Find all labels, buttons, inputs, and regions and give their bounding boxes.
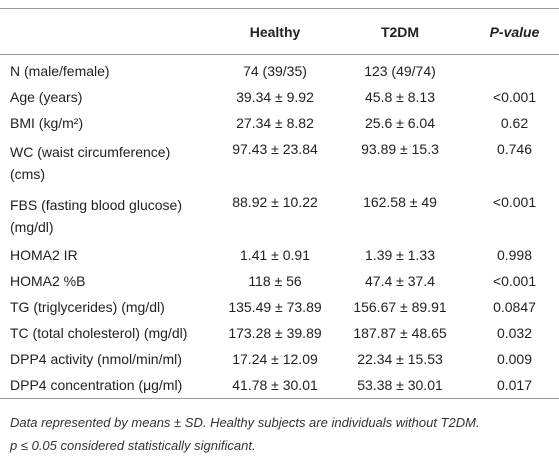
label-line: DPP4 activity (nmol/min/ml)	[10, 351, 182, 367]
column-header	[0, 9, 220, 55]
row-label: BMI (kg/m²)	[0, 110, 220, 136]
label-line: DPP4 concentration (μg/ml)	[10, 377, 183, 393]
note-line: Data represented by means ± SD. Healthy …	[10, 415, 480, 430]
table-cell: 97.43 ± 23.84	[232, 141, 318, 157]
label-line: HOMA2 IR	[10, 247, 78, 263]
label-line: HOMA2 %B	[10, 273, 86, 289]
label-line: N (male/female)	[10, 63, 110, 79]
table-cell: 0.017	[496, 377, 533, 393]
table-row: HOMA2 IR 1.41 ± 0.91 1.39 ± 1.33 0.998	[0, 242, 559, 268]
table-cell: 25.6 ± 6.04	[365, 115, 435, 131]
table-cell: 156.67 ± 89.91	[353, 299, 447, 315]
table-cell: 1.39 ± 1.33	[365, 247, 435, 263]
table-row: N (male/female) 74 (39/35) 123 (49/74)	[0, 55, 559, 85]
table-row: WC (waist circumference) (cms) 97.43 ± 23.…	[0, 136, 559, 189]
row-label: WC (waist circumference) (cms)	[0, 136, 220, 189]
label-line: (cms)	[10, 166, 45, 182]
footnote: Data represented by means ± SD. Healthy …	[0, 399, 559, 457]
table-cell: 0.009	[496, 351, 533, 367]
table-cell: 88.92 ± 10.22	[232, 194, 318, 210]
column-header: T2DM	[380, 23, 420, 40]
note-line: p ≤ 0.05 considered statistically signif…	[10, 438, 256, 453]
row-label: HOMA2 %B	[0, 268, 220, 294]
label-line: Age (years)	[10, 89, 83, 105]
table-cell: 135.49 ± 73.89	[228, 299, 322, 315]
table-cell: 118 ± 56	[248, 273, 302, 289]
table-row: TC (total cholesterol) (mg/dl) 173.28 ± 3…	[0, 320, 559, 346]
table-cell: <0.001	[492, 194, 537, 210]
row-label: FBS (fasting blood glucose) (mg/dl)	[0, 189, 220, 242]
table-cell: 22.34 ± 15.53	[357, 351, 443, 367]
table-row: DPP4 activity (nmol/min/ml) 17.24 ± 12.09…	[0, 346, 559, 372]
table-cell: 93.89 ± 15.3	[361, 141, 439, 157]
label-line: WC (waist circumference)	[10, 144, 171, 160]
row-label: DPP4 activity (nmol/min/ml)	[0, 346, 220, 372]
column-header: Healthy	[249, 23, 301, 40]
table-row: BMI (kg/m²) 27.34 ± 8.82 25.6 ± 6.04 0.62	[0, 110, 559, 136]
row-label: Age (years)	[0, 84, 220, 110]
table-cell: 47.4 ± 37.4	[365, 273, 435, 289]
column-header: P-value	[489, 23, 540, 40]
table-row: HOMA2 %B 118 ± 56 47.4 ± 37.4 <0.001	[0, 268, 559, 294]
label-line: (mg/dl)	[10, 219, 54, 235]
label-line: FBS (fasting blood glucose)	[10, 197, 182, 213]
table-cell: 173.28 ± 39.89	[228, 325, 322, 341]
table-cell: 0.998	[496, 247, 533, 263]
table-cell	[470, 55, 559, 85]
table-cell: 0.746	[496, 141, 533, 157]
table-cell: 45.8 ± 8.13	[365, 89, 435, 105]
table-cell: 123 (49/74)	[364, 63, 436, 79]
page: {"table": { "header": ["", "Healthy", "T…	[0, 8, 559, 453]
table-cell: <0.001	[492, 273, 537, 289]
table-cell: 0.0847	[493, 299, 536, 315]
table-row: DPP4 concentration (μg/ml) 41.78 ± 30.01 5…	[0, 372, 559, 399]
row-label: TG (triglycerides) (mg/dl)	[0, 294, 220, 320]
table-cell: <0.001	[492, 89, 537, 105]
label-line: TG (triglycerides) (mg/dl)	[10, 299, 165, 315]
table-body: N (male/female) 74 (39/35) 123 (49/74) Age …	[0, 55, 559, 399]
row-label: TC (total cholesterol) (mg/dl)	[0, 320, 220, 346]
row-label: N (male/female)	[0, 55, 220, 85]
table-cell: 41.78 ± 30.01	[232, 377, 318, 393]
table-cell: 39.34 ± 9.92	[236, 89, 314, 105]
header-row: Healthy T2DM P-value	[0, 8, 559, 55]
label-line: TC (total cholesterol) (mg/dl)	[10, 325, 188, 341]
data-table: Healthy T2DM P-value N (male/female) 74 (39…	[0, 8, 559, 399]
table-cell: 0.032	[496, 325, 533, 341]
label-line: BMI (kg/m²)	[10, 115, 84, 131]
table-row: FBS (fasting blood glucose) (mg/dl) 88.92 …	[0, 189, 559, 242]
table-cell: 0.62	[500, 115, 529, 131]
table-row: Age (years) 39.34 ± 9.92 45.8 ± 8.13 <0.001	[0, 84, 559, 110]
table-cell: 74 (39/35)	[243, 63, 307, 79]
table-cell: 187.87 ± 48.65	[353, 325, 447, 341]
table-cell: 1.41 ± 0.91	[240, 247, 310, 263]
row-label: DPP4 concentration (μg/ml)	[0, 372, 220, 399]
row-label: HOMA2 IR	[0, 242, 220, 268]
table-cell: 53.38 ± 30.01	[357, 377, 443, 393]
table-cell: 27.34 ± 8.82	[236, 115, 314, 131]
table-cell: 162.58 ± 49	[363, 194, 437, 210]
table-cell: 17.24 ± 12.09	[232, 351, 318, 367]
table-row: TG (triglycerides) (mg/dl) 135.49 ± 73.89…	[0, 294, 559, 320]
